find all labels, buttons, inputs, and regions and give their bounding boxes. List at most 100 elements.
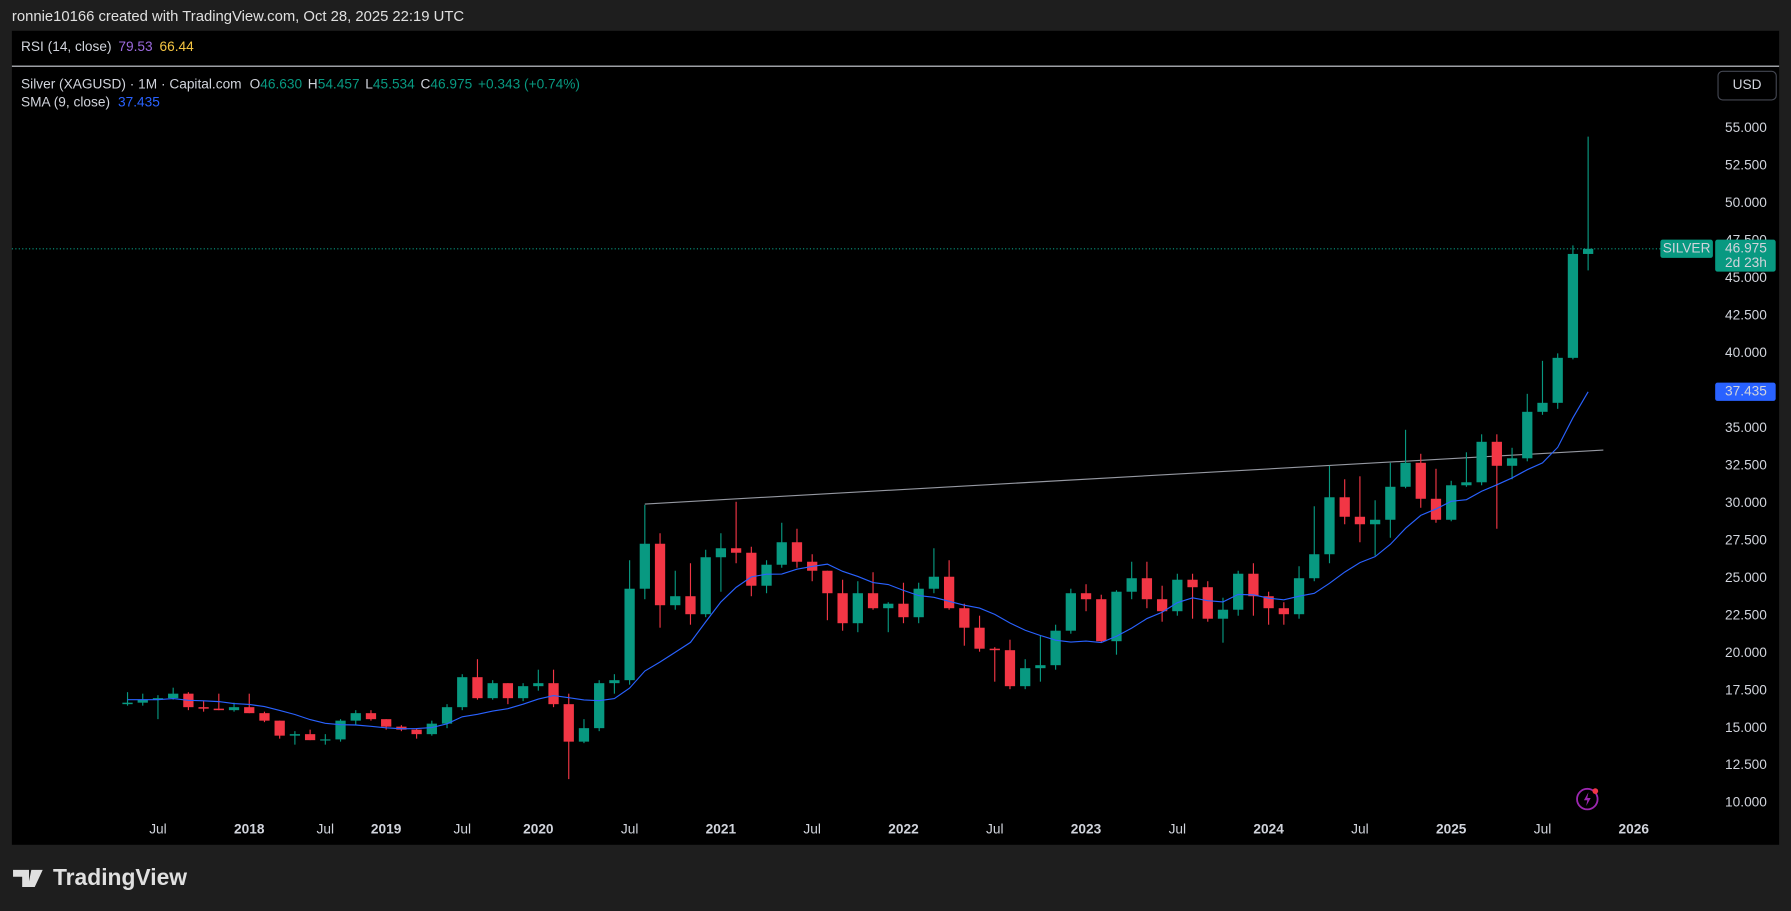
candles <box>122 136 1594 780</box>
candle-body <box>883 603 894 609</box>
candle-body <box>213 708 224 711</box>
candle-body <box>396 726 407 730</box>
candle-body <box>670 596 681 606</box>
candle-body <box>746 552 757 586</box>
candle-body <box>943 576 955 609</box>
candle-body <box>1111 591 1122 642</box>
candle-body <box>1248 573 1259 597</box>
y-tick-label: 30.000 <box>1725 495 1767 510</box>
x-tick-label: 2019 <box>371 822 402 837</box>
y-tick-label: 50.000 <box>1725 195 1767 210</box>
candle-body <box>594 683 605 729</box>
candle-body <box>1050 630 1061 666</box>
candle-body <box>685 596 696 615</box>
candle-body <box>517 686 529 699</box>
candle-body <box>1476 441 1487 483</box>
candle-body <box>457 677 468 708</box>
y-tick-label: 10.000 <box>1725 795 1767 810</box>
candle-body <box>867 593 879 609</box>
rsi-value: 66.44 <box>160 38 195 53</box>
candle-body <box>1369 519 1381 525</box>
candle-body <box>198 707 209 709</box>
x-tick-label: Jul <box>621 822 639 837</box>
candle-body <box>122 702 133 705</box>
candle-body <box>1278 608 1289 615</box>
price-legend: Silver (XAGUSD) · 1M · Capital.com O46.63… <box>21 76 580 91</box>
y-tick-label: 32.500 <box>1725 457 1767 472</box>
symbol-tag-box <box>1660 239 1713 258</box>
candle-body <box>1263 596 1274 609</box>
candle-body <box>548 683 559 705</box>
brand-logo <box>13 869 43 888</box>
legend-key: C <box>421 76 431 91</box>
candle-body <box>715 548 727 558</box>
candle-body <box>244 707 255 714</box>
legend-value: 54.457 <box>318 76 360 91</box>
candle-body <box>1567 253 1579 358</box>
x-tick-label: Jul <box>1169 822 1187 837</box>
rsi-legend: RSI (14, close) 79.53 66.44 <box>21 38 194 53</box>
x-tick-label: Jul <box>1534 822 1552 837</box>
candle-body <box>472 677 483 699</box>
legend-value: 46.630 <box>260 76 302 91</box>
candle-body <box>1506 458 1518 466</box>
candle-body <box>289 734 301 736</box>
candle-body <box>639 543 650 589</box>
candle-body <box>563 704 574 742</box>
lightning-icon[interactable] <box>1576 787 1599 811</box>
candle-body <box>1096 599 1107 642</box>
candle-body <box>411 729 422 735</box>
candle-body <box>974 627 985 649</box>
candle-body <box>1156 599 1168 612</box>
x-tick-label: 2025 <box>1436 822 1467 837</box>
countdown-label: 2d 23h <box>1725 255 1767 270</box>
symbol-tag: SILVER <box>1663 240 1711 255</box>
candle-body <box>335 720 346 740</box>
candle-body <box>365 713 377 720</box>
candle-body <box>502 683 514 699</box>
candle-body <box>1324 497 1335 555</box>
candle-body <box>1233 573 1244 610</box>
last-price-label: 46.975 <box>1725 240 1767 255</box>
rsi-value: 79.53 <box>118 38 153 53</box>
y-tick-label: 22.500 <box>1725 607 1767 622</box>
sma-line <box>127 391 1589 730</box>
y-tick-label: 20.000 <box>1725 645 1767 660</box>
x-tick-label: 2020 <box>523 822 554 837</box>
legend-value: 45.534 <box>373 76 415 91</box>
y-tick-label: 45.000 <box>1725 270 1767 285</box>
x-tick-label: Jul <box>803 822 821 837</box>
legend-key: L <box>365 76 373 91</box>
candle-body <box>1385 486 1396 520</box>
candle-body <box>320 739 331 741</box>
x-tick-label: Jul <box>317 822 335 837</box>
candle-body <box>228 707 240 711</box>
candle-body <box>1461 482 1472 486</box>
legend-value: 46.975 <box>430 76 472 91</box>
candle-body <box>1354 516 1366 525</box>
candle-body <box>1522 411 1533 459</box>
sma-name: SMA (9, close) <box>21 94 110 109</box>
candle-body <box>533 683 544 687</box>
candle-body <box>624 588 635 681</box>
candle-body <box>700 557 711 615</box>
legend-key: O <box>250 76 261 91</box>
candle-body <box>381 719 392 727</box>
candle-body <box>274 720 285 736</box>
legend-key: H <box>308 76 318 91</box>
candle-body <box>837 593 848 624</box>
candle-body <box>1020 668 1031 687</box>
last-price-box <box>1715 239 1776 272</box>
y-tick-label: 52.500 <box>1725 158 1767 173</box>
candle-body <box>1065 593 1076 631</box>
currency-label[interactable]: USD <box>1733 77 1762 92</box>
currency-button[interactable] <box>1717 70 1777 101</box>
candle-body <box>304 734 316 741</box>
legend-change: +0.343 (+0.74%) <box>478 76 580 91</box>
candle-body <box>822 570 833 594</box>
candle-body <box>989 648 1000 651</box>
attribution: ronnie10166 created with TradingView.com… <box>12 9 465 25</box>
candle-body <box>1172 579 1183 612</box>
y-tick-label: 25.000 <box>1725 570 1767 585</box>
